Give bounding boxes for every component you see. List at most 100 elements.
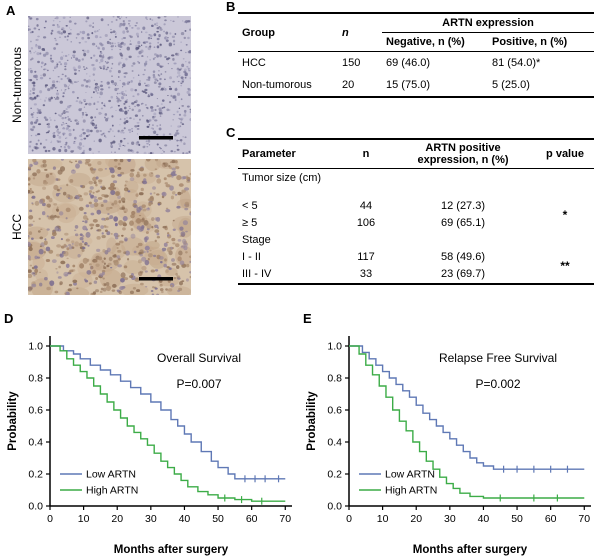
scale-bar <box>139 277 173 281</box>
svg-text:10: 10 <box>377 513 389 525</box>
svg-text:0.6: 0.6 <box>327 405 342 417</box>
tableC-stage12-n: 117 <box>357 251 375 263</box>
tableC-header-pvalue: p value <box>536 139 594 169</box>
svg-text:70: 70 <box>279 513 291 525</box>
tableC-stage-pvalue: ** <box>560 258 570 273</box>
svg-text:0.2: 0.2 <box>28 469 43 481</box>
tableB-header-negative: Negative, n (%) <box>382 32 488 52</box>
svg-text:30: 30 <box>444 513 456 525</box>
tableB-hcc-group: HCC <box>242 57 266 69</box>
tableC-stage12-parameter: I - II <box>242 251 261 263</box>
table-row: ≥ 5 106 69 (65.1) <box>238 215 594 232</box>
panel-c-table-wrap: Parameter n ARTN positive expression, n … <box>238 138 594 285</box>
table-row: I - II 117 58 (49.6) ** <box>238 249 594 273</box>
svg-text:Overall Survival: Overall Survival <box>157 351 241 365</box>
panel-label-b: B <box>226 0 236 14</box>
svg-text:50: 50 <box>212 513 224 525</box>
tableB-header-group: Group <box>238 13 338 52</box>
tableB-header-artn-expression: ARTN expression <box>382 13 595 33</box>
svg-text:10: 10 <box>78 513 90 525</box>
tableB-header-positive: Positive, n (%) <box>488 32 595 52</box>
svg-text:0.0: 0.0 <box>327 501 342 513</box>
svg-text:P=0.007: P=0.007 <box>176 377 221 391</box>
tableB-nt-positive: 5 (25.0) <box>492 79 530 91</box>
svg-text:40: 40 <box>179 513 191 525</box>
svg-text:High ARTN: High ARTN <box>86 485 138 497</box>
svg-text:60: 60 <box>246 513 258 525</box>
tableC-header-expression: ARTN positive expression, n (%) <box>390 139 536 169</box>
tableB-hcc-n: 150 <box>342 57 361 69</box>
tableC-header-n: n <box>342 139 390 169</box>
micrograph-row-non-tumorous: Non-tumorous <box>6 16 196 154</box>
svg-text:50: 50 <box>511 513 523 525</box>
table-section-row: Stage <box>238 232 594 249</box>
tableC-lt5-n: 44 <box>359 200 373 212</box>
tableC-ge5-parameter: ≥ 5 <box>242 217 258 229</box>
svg-text:40: 40 <box>478 513 490 525</box>
svg-text:0.8: 0.8 <box>28 373 43 385</box>
micrograph-row-hcc: HCC <box>6 159 196 295</box>
tableB-nt-negative: 15 (75.0) <box>386 79 431 91</box>
svg-text:P=0.002: P=0.002 <box>475 377 520 391</box>
panel-label-c: C <box>226 125 236 140</box>
svg-text:Months after surgery: Months after surgery <box>114 544 229 556</box>
svg-text:0.4: 0.4 <box>327 437 342 449</box>
tableC-ge5-n: 106 <box>356 217 376 229</box>
table-section-row: Tumor size (cm) <box>238 169 594 198</box>
tableC-lt5-expression: 12 (27.3) <box>440 200 486 212</box>
svg-text:20: 20 <box>410 513 422 525</box>
km-curve-low-artn <box>50 345 286 480</box>
micrograph-non-tumorous <box>28 16 191 154</box>
svg-text:Probability: Probability <box>306 391 318 451</box>
tableC-stage34-expression: 23 (69.7) <box>440 268 486 280</box>
panel-e-chart: 0 10 20 30 40 50 60 70 0.0 0.2 0.4 0.6 0.8 1.0 Months … <box>303 322 598 558</box>
tableC-header-parameter: Parameter <box>238 139 342 169</box>
artn-expression-table: Group n ARTN expression Negative, n (%) … <box>238 12 595 98</box>
overall-survival-km-plot: 0 10 20 30 40 50 60 70 0.0 0.2 0.4 0.6 0.8 1.0 Months … <box>7 336 292 556</box>
km-curve-low-artn <box>349 345 585 470</box>
panel-label-a: A <box>6 3 16 18</box>
svg-text:High ARTN: High ARTN <box>385 485 437 497</box>
svg-text:0.4: 0.4 <box>28 437 43 449</box>
tableB-header-n: n <box>338 13 382 52</box>
table-row: HCC 150 69 (46.0) 81 (54.0)* <box>238 52 594 75</box>
scale-bar <box>139 136 173 140</box>
panel-b-table-wrap: Group n ARTN expression Negative, n (%) … <box>238 12 595 98</box>
svg-text:Months after surgery: Months after surgery <box>413 544 528 556</box>
tableC-ge5-expression: 69 (65.1) <box>440 217 486 229</box>
km-curve-high-artn <box>349 345 585 499</box>
micrograph-image-hcc <box>28 159 191 295</box>
svg-text:20: 20 <box>111 513 123 525</box>
tableC-tumor-size-pvalue: * <box>562 207 568 222</box>
table-row: < 5 44 12 (27.3) * <box>238 198 594 222</box>
tableB-nt-n: 20 <box>342 79 355 91</box>
tableC-stage34-n: 33 <box>359 268 373 280</box>
svg-text:Low ARTN: Low ARTN <box>86 469 136 481</box>
table-row: III - IV 33 23 (69.7) <box>238 266 594 284</box>
svg-text:0.2: 0.2 <box>327 469 342 481</box>
svg-text:1.0: 1.0 <box>28 341 43 353</box>
relapse-free-survival-km-plot: 0 10 20 30 40 50 60 70 0.0 0.2 0.4 0.6 0.8 1.0 Months … <box>306 336 591 556</box>
tableC-section-stage: Stage <box>242 234 271 246</box>
svg-text:Low ARTN: Low ARTN <box>385 469 435 481</box>
svg-text:0.8: 0.8 <box>327 373 342 385</box>
km-curve-high-artn <box>50 345 286 502</box>
panel-label-e: E <box>303 311 312 326</box>
tableB-nt-group: Non-tumorous <box>242 79 312 91</box>
micrograph-label-hcc: HCC <box>10 214 24 240</box>
tableC-section-tumor-size: Tumor size (cm) <box>242 171 322 184</box>
svg-text:70: 70 <box>578 513 590 525</box>
tableB-hcc-positive: 81 (54.0)* <box>492 57 541 69</box>
tableC-lt5-parameter: < 5 <box>242 200 258 212</box>
micrograph-label-non-tumorous: Non-tumorous <box>10 46 24 124</box>
panel-label-d: D <box>4 311 14 326</box>
svg-text:0.0: 0.0 <box>28 501 43 513</box>
svg-text:Probability: Probability <box>7 391 19 451</box>
tableC-stage34-parameter: III - IV <box>242 268 272 280</box>
tableB-hcc-negative: 69 (46.0) <box>386 57 431 69</box>
micrograph-hcc <box>28 159 191 295</box>
svg-text:Relapse Free Survival: Relapse Free Survival <box>439 351 557 365</box>
panel-d-chart: 0 10 20 30 40 50 60 70 0.0 0.2 0.4 0.6 0.8 1.0 Months … <box>4 322 299 558</box>
clinicopathologic-table: Parameter n ARTN positive expression, n … <box>238 138 594 285</box>
